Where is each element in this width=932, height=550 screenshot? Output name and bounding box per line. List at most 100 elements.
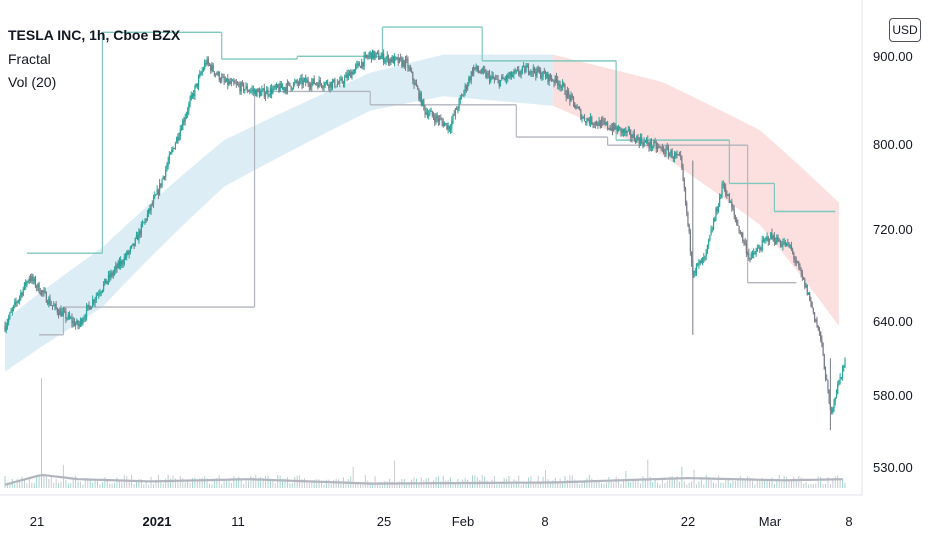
candle-body — [350, 71, 352, 78]
candle-body — [425, 112, 427, 114]
candle-body — [400, 57, 402, 59]
candle-body — [524, 66, 526, 73]
volume-bar — [788, 479, 790, 488]
candle-body — [219, 80, 222, 82]
candle-body — [683, 179, 685, 189]
candle-body — [59, 309, 61, 316]
candle-body — [221, 76, 223, 81]
candle-body — [308, 84, 310, 87]
candle-body — [423, 99, 425, 106]
candle-body — [693, 273, 695, 276]
candle-body — [627, 129, 629, 132]
volume-bar — [294, 477, 296, 488]
volume-bar — [58, 483, 60, 488]
volume-bar — [659, 484, 661, 488]
volume-bar — [352, 466, 354, 488]
volume-bar — [213, 478, 215, 488]
candle-body — [148, 208, 150, 214]
candle-body — [479, 71, 481, 73]
candle-body — [813, 312, 816, 320]
candle-body — [447, 125, 449, 130]
candle-body — [4, 325, 6, 331]
candle-body — [160, 183, 162, 187]
candle-body — [5, 326, 7, 331]
volume-bar — [603, 483, 605, 488]
volume-bar — [608, 476, 610, 488]
candle-body — [345, 74, 347, 78]
volume-bar — [579, 484, 581, 488]
candle-body — [744, 241, 746, 244]
candle-body — [364, 54, 366, 56]
candle-body — [386, 55, 388, 59]
candle-body — [727, 194, 729, 196]
candle-body — [588, 120, 590, 124]
candle-body — [372, 50, 374, 60]
candle-body — [222, 76, 224, 78]
candle-body — [509, 72, 511, 76]
candle-body — [45, 292, 47, 303]
candle-body — [541, 76, 543, 79]
candle-body — [711, 229, 713, 231]
candle-body — [777, 236, 779, 242]
candle-body — [215, 73, 217, 75]
candle-body — [98, 294, 100, 295]
candle-body — [474, 67, 476, 69]
candle-body — [708, 240, 710, 245]
candle-body — [163, 176, 166, 178]
candle-body — [833, 401, 835, 408]
candle-body — [759, 247, 761, 250]
candle-body — [200, 73, 202, 75]
candle-body — [821, 339, 823, 344]
indicator-volume-label[interactable]: Vol (20) — [8, 74, 57, 90]
candle-body — [441, 119, 443, 122]
candle-body — [456, 108, 458, 110]
candle-body — [334, 79, 336, 87]
candle-body — [152, 198, 155, 205]
candle-body — [285, 87, 287, 92]
currency-button[interactable]: USD — [889, 18, 921, 42]
volume-bar — [211, 484, 213, 488]
volume-bar — [325, 479, 327, 488]
candle-body — [574, 102, 576, 109]
volume-bar — [576, 482, 578, 488]
volume-bar — [430, 482, 432, 488]
volume-bar — [104, 477, 106, 488]
candle-body — [157, 189, 159, 195]
candle-body — [194, 86, 196, 97]
candle-body — [700, 260, 702, 264]
candle-body — [324, 82, 326, 87]
candle-body — [772, 235, 774, 239]
volume-bar — [79, 481, 81, 488]
candle-body — [43, 291, 45, 293]
candle-body — [94, 299, 96, 303]
candle-body — [843, 365, 845, 368]
candle-body — [600, 120, 603, 128]
candle-body — [82, 320, 84, 325]
candle-body — [204, 62, 206, 70]
candle-body — [71, 318, 73, 323]
candle-body — [579, 108, 581, 110]
volume-bar — [101, 482, 103, 488]
volume-bar — [717, 475, 719, 488]
candle-body — [750, 253, 752, 259]
volume-bar — [282, 478, 284, 488]
volume-bar — [194, 477, 196, 488]
candle-body — [79, 319, 82, 324]
candle-body — [738, 226, 740, 233]
volume-bar — [734, 480, 736, 488]
volume-bar — [566, 480, 568, 488]
volume-bar — [440, 481, 442, 488]
candle-body — [765, 237, 767, 241]
candle-body — [40, 290, 43, 295]
candle-body — [76, 320, 78, 325]
candle-body — [732, 207, 734, 210]
candle-body — [439, 118, 441, 122]
volume-bar — [471, 475, 473, 488]
candle-body — [240, 82, 242, 92]
symbol-title[interactable]: TESLA INC, 1h, Cboe BZX — [8, 27, 181, 43]
candle-body — [92, 299, 94, 307]
candle-body — [632, 133, 634, 138]
indicator-fractal-label[interactable]: Fractal — [8, 50, 51, 67]
volume-bar — [532, 483, 534, 488]
